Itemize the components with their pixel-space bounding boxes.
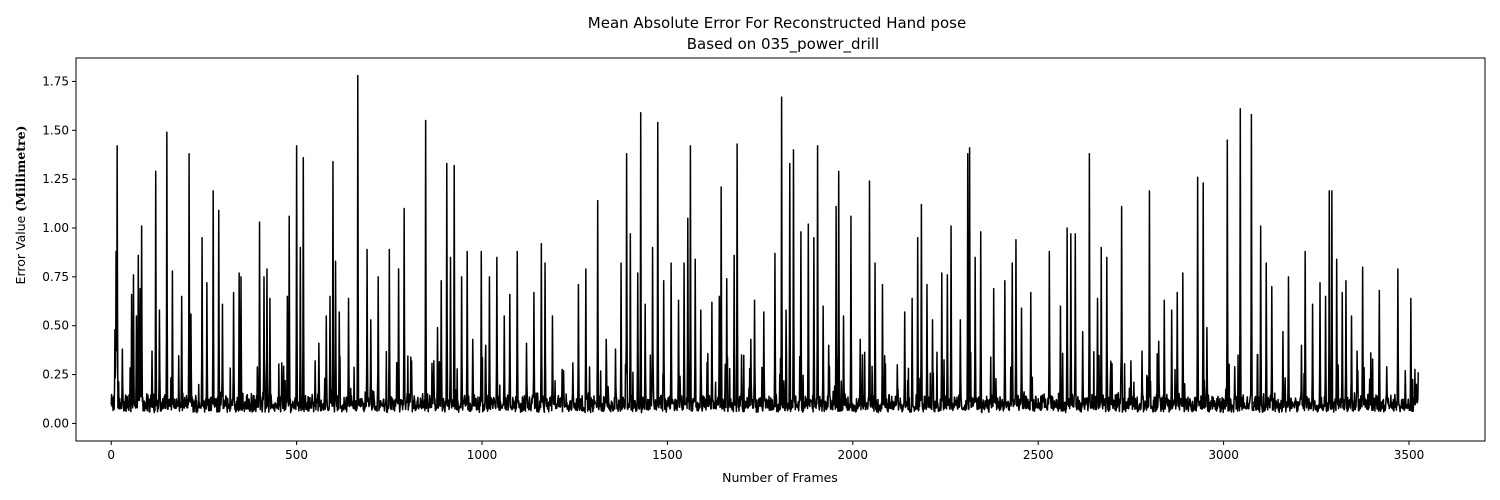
x-tick-label: 0 — [107, 448, 115, 462]
y-tick-label: 1.50 — [42, 123, 69, 137]
y-tick-label: 1.00 — [42, 221, 69, 235]
series-line — [110, 74, 1420, 414]
chart-title-group: Mean Absolute Error For Reconstructed Ha… — [588, 14, 966, 54]
y-tick-label: 0.00 — [42, 416, 69, 430]
y-tick-label: 0.75 — [42, 270, 69, 284]
x-tick-label: 3000 — [1208, 448, 1239, 462]
x-tick-label: 2000 — [838, 448, 869, 462]
y-tick-label: 1.75 — [42, 74, 69, 88]
y-tick-label: 1.25 — [42, 172, 69, 186]
y-tick-label: 0.50 — [42, 319, 69, 333]
x-axis: 0 500 1000 1500 2000 2500 3000 3500 — [107, 441, 1424, 462]
axes-frame — [75, 57, 1486, 442]
y-tick-label: 0.25 — [42, 368, 69, 382]
plot-area — [110, 74, 1420, 414]
chart-title: Mean Absolute Error For Reconstructed Ha… — [588, 14, 966, 32]
x-tick-label: 1500 — [652, 448, 683, 462]
x-tick-label: 2500 — [1023, 448, 1054, 462]
x-tick-label: 500 — [285, 448, 308, 462]
x-axis-label: Number of Frames — [722, 470, 838, 485]
y-axis-label: Error Value (Millimetre) — [13, 126, 28, 285]
chart-subtitle: Based on 035_power_drill — [687, 35, 879, 54]
y-axis-label-prefix: Error Value — [13, 212, 28, 285]
y-axis: 0.00 0.25 0.50 0.75 1.00 1.25 1.50 1.75 — [42, 74, 76, 430]
x-tick-label: 1000 — [467, 448, 498, 462]
y-axis-label-unit: (Millimetre) — [13, 126, 28, 212]
x-tick-label: 3500 — [1394, 448, 1425, 462]
